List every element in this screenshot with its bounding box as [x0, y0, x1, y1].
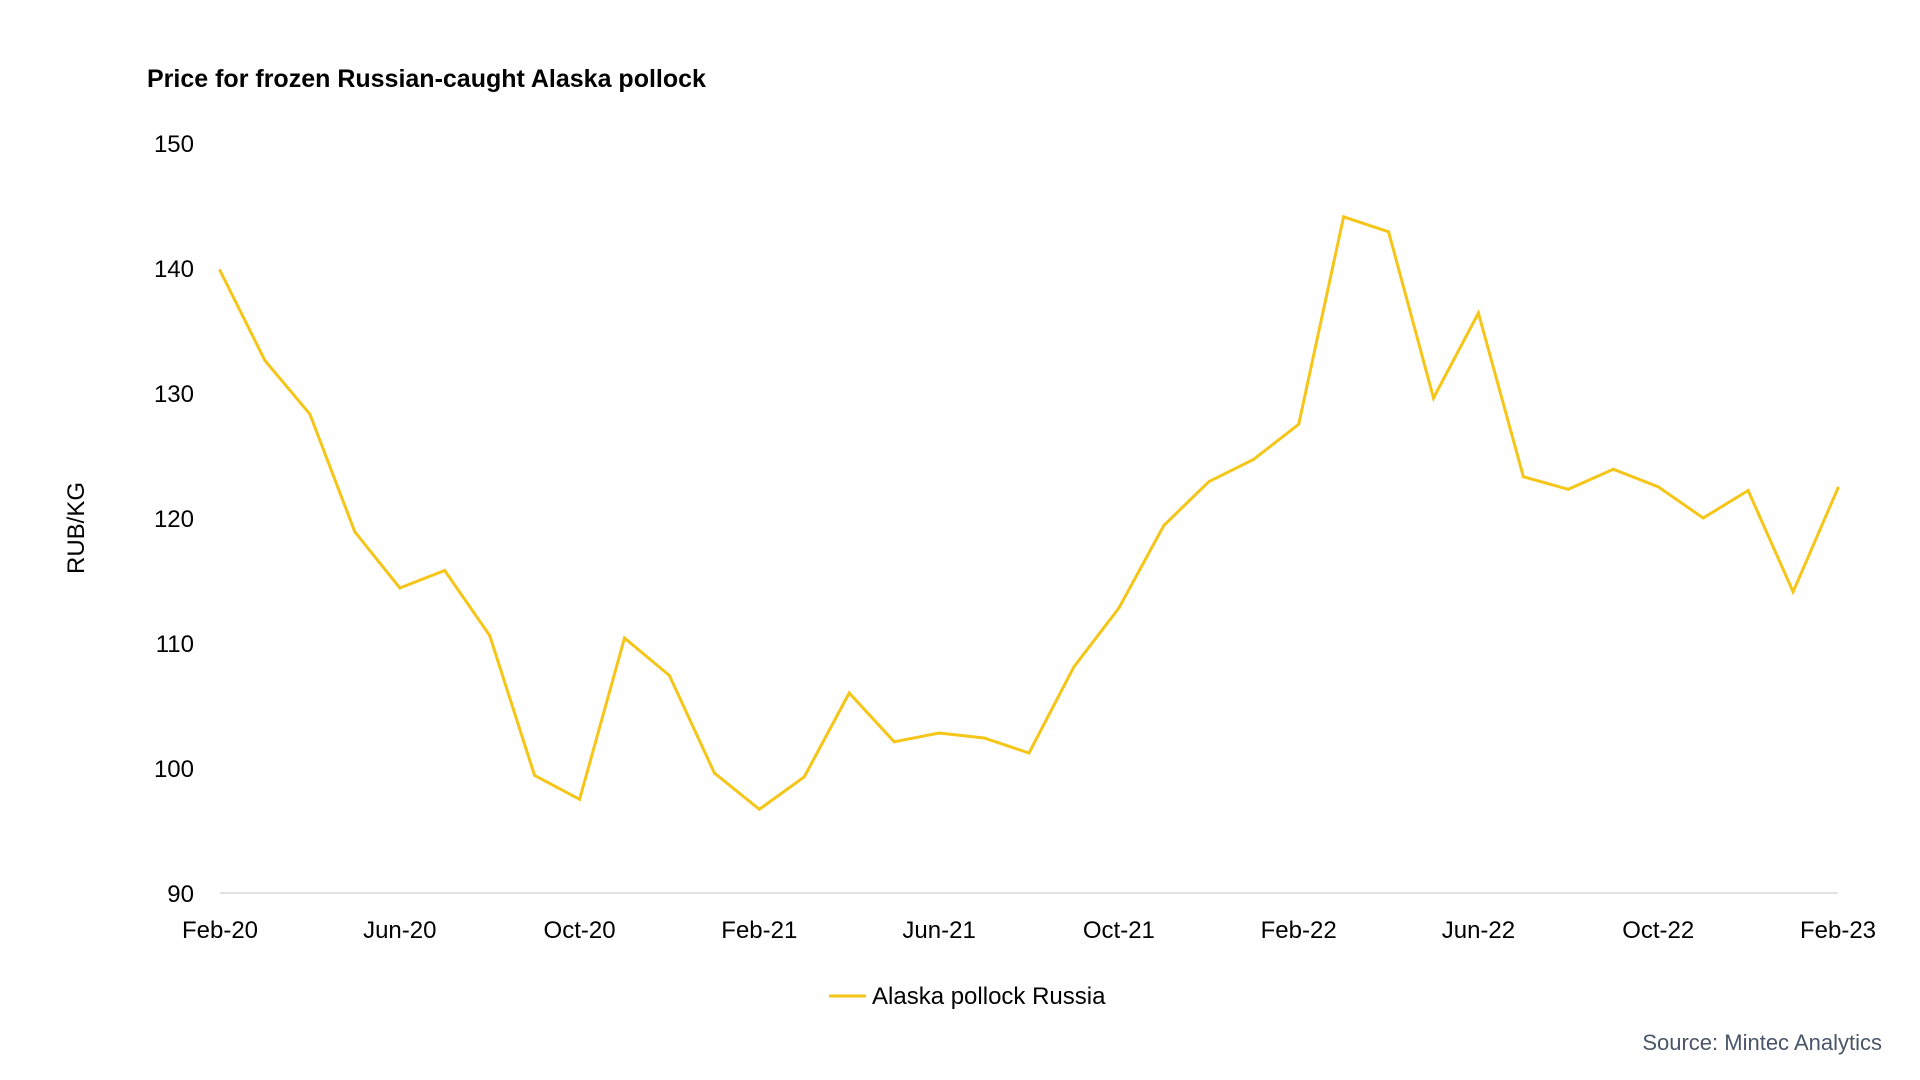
data-point — [1566, 487, 1570, 491]
data-point — [398, 586, 402, 590]
data-point — [488, 634, 492, 637]
data-point — [533, 774, 537, 777]
data-point — [667, 674, 671, 677]
data-point — [1072, 665, 1076, 669]
y-tick-label: 150 — [154, 131, 194, 158]
data-point — [1342, 215, 1346, 219]
data-point — [802, 775, 806, 779]
series-layer — [218, 214, 1840, 812]
data-point — [1836, 486, 1840, 490]
legend: Alaska pollock Russia — [829, 983, 1106, 1010]
y-tick-label: 130 — [154, 381, 194, 408]
data-point — [1207, 480, 1211, 484]
chart-title: Price for frozen Russian-caught Alaska p… — [147, 65, 706, 93]
data-point — [1117, 606, 1121, 610]
series-line-0 — [218, 214, 1840, 812]
data-point — [263, 359, 267, 362]
data-point — [1432, 396, 1435, 400]
data-point — [353, 530, 357, 534]
x-tick-label: Oct-21 — [1083, 917, 1155, 944]
data-point — [218, 269, 222, 272]
data-point — [712, 771, 716, 775]
x-tick-label: Oct-20 — [544, 917, 616, 944]
data-point — [937, 731, 941, 735]
x-axis-tick-labels: Feb-20 Jun-20 Oct-20 Feb-21 Jun-21 Oct-21 Feb-… — [182, 917, 1876, 944]
data-point — [892, 740, 896, 744]
legend-label: Alaska pollock Russia — [872, 983, 1106, 1010]
data-point — [1791, 590, 1795, 594]
data-point — [1027, 751, 1031, 755]
data-point — [1297, 422, 1301, 426]
data-point — [1252, 457, 1256, 461]
x-tick-label: Feb-20 — [182, 917, 258, 944]
x-tick-label: Oct-22 — [1622, 917, 1694, 944]
y-tick-label: 100 — [154, 756, 194, 783]
y-axis-title: RUB/KG — [63, 482, 90, 574]
x-tick-label: Jun-22 — [1442, 917, 1515, 944]
data-point — [578, 797, 582, 801]
data-point — [623, 636, 626, 640]
x-tick-label: Jun-20 — [363, 917, 436, 944]
data-point — [308, 412, 312, 416]
data-point — [1476, 311, 1480, 315]
data-point — [982, 736, 986, 740]
data-point — [757, 807, 761, 811]
y-tick-label: 110 — [156, 631, 194, 658]
data-point — [1387, 230, 1391, 234]
data-point — [1521, 475, 1525, 479]
data-point — [1746, 489, 1750, 492]
source-label: Source: Mintec Analytics — [1642, 1030, 1882, 1055]
data-point — [443, 569, 447, 572]
data-point — [1701, 516, 1705, 520]
y-tick-label: 90 — [167, 881, 194, 908]
x-tick-label: Feb-21 — [721, 917, 797, 944]
data-point — [847, 691, 851, 695]
data-point — [1162, 524, 1166, 527]
x-tick-label: Feb-23 — [1800, 917, 1876, 944]
y-tick-label: 120 — [154, 506, 194, 533]
y-tick-label: 140 — [154, 256, 194, 283]
x-tick-label: Feb-22 — [1261, 917, 1337, 944]
x-tick-label: Jun-21 — [902, 917, 975, 944]
data-point — [1656, 485, 1660, 489]
y-axis-tick-labels: 90 100 110 120 130 140 150 — [154, 131, 194, 908]
data-point — [1611, 467, 1615, 471]
